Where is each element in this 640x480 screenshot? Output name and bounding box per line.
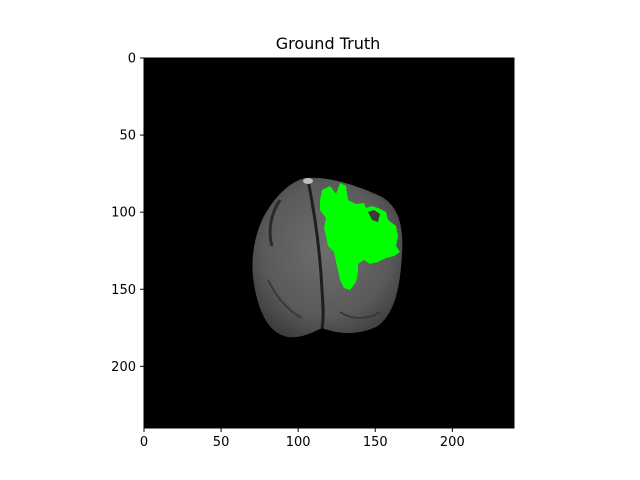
- x-axis: 0 50 100 150 200: [140, 428, 465, 450]
- mri-image: [252, 177, 403, 338]
- brain-bright-spot: [303, 178, 313, 184]
- x-tick-label: 0: [140, 435, 148, 450]
- y-tick-label: 50: [119, 129, 136, 144]
- plot-title: Ground Truth: [276, 34, 381, 53]
- brain-sulcus-right: [339, 311, 381, 319]
- brain-sulcus-left-2: [267, 279, 303, 319]
- brain-midline: [306, 179, 325, 329]
- tumor-mask-hole: [368, 210, 380, 222]
- y-tick-label: 200: [111, 360, 136, 375]
- y-axis: 0 50 100 150 200: [111, 52, 144, 375]
- brain-sulcus-left: [268, 199, 282, 247]
- y-tick-label: 150: [111, 283, 136, 298]
- x-tick-label: 50: [213, 435, 230, 450]
- y-tick-label: 0: [128, 52, 136, 67]
- axes-frame: [143, 57, 515, 429]
- x-tick-label: 100: [286, 435, 311, 450]
- x-tick-label: 200: [440, 435, 465, 450]
- y-tick-label: 100: [111, 206, 136, 221]
- x-tick-label: 150: [363, 435, 388, 450]
- tumor-mask: [320, 183, 400, 290]
